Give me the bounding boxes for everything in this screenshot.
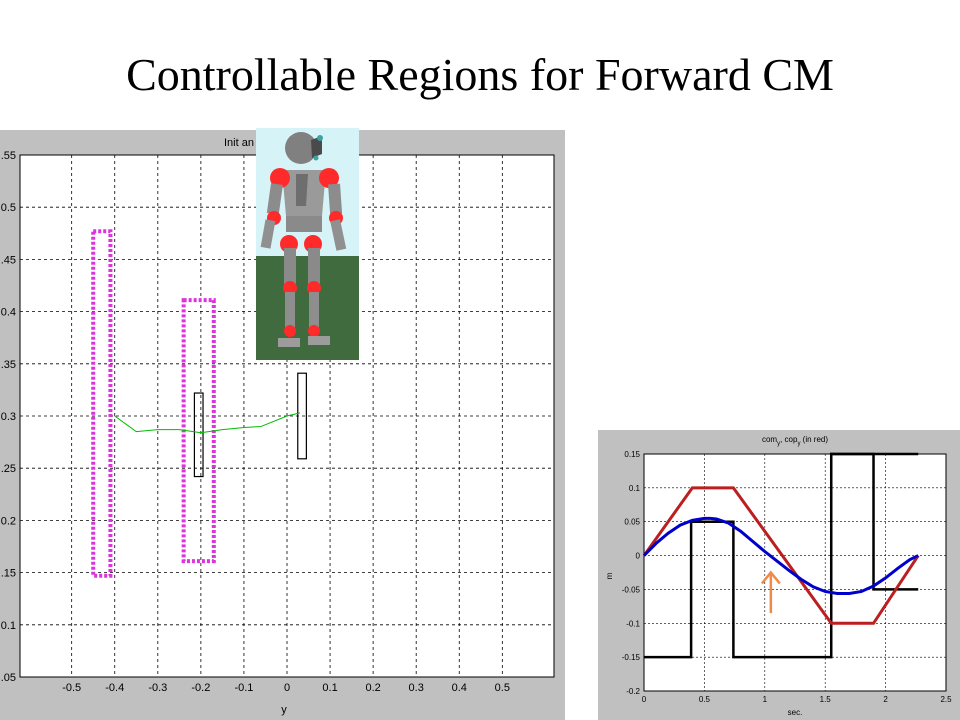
y-tick-label: -0.15 (622, 653, 641, 662)
com-cop-plot: 0 0.5 1 1.5 2 2.5 -0.2 -0.15 -0.1 -0.05 0 0.05 0.1 0.… (598, 430, 960, 720)
x-tick-label: 0 (284, 682, 290, 694)
x-axis-label: y (281, 704, 287, 716)
y-tick-label: 0.2 (1, 515, 16, 527)
support-bound-line (644, 452, 919, 659)
tick-labels: 0 0.5 1 1.5 2 2.5 -0.2 -0.15 -0.1 -0.05 0 0.05 0.1 0.… (622, 450, 952, 704)
y-tick-label: 0 (636, 552, 641, 561)
y-tick-label: 0.05 (624, 518, 640, 527)
x-tick-label: 0.1 (322, 682, 337, 694)
y-tick-label: -0.2 (626, 687, 640, 696)
robot-hips (286, 216, 322, 232)
robot-head (285, 132, 317, 164)
grid-lines (644, 454, 946, 691)
y-tick-label: 0.1 (1, 620, 16, 632)
foot-rectangle (193, 392, 204, 478)
robot-foot (278, 338, 300, 347)
chart-title: comy, copy (in red) (762, 435, 828, 447)
y-tick-label: 0.5 (1, 202, 16, 214)
robot-joint (319, 168, 339, 188)
x-tick-label: 1 (763, 695, 768, 704)
controllable-region (91, 229, 113, 578)
y-tick-label: .25 (1, 463, 16, 475)
x-tick-label: 0.3 (409, 682, 424, 694)
y-tick-label: -0.05 (622, 585, 641, 594)
chart-marks (91, 229, 307, 578)
support-bound-line (829, 452, 919, 590)
x-tick-label: 1.5 (820, 695, 832, 704)
y-tick-label: 0.1 (629, 484, 641, 493)
tick-labels: -0.5 -0.4 -0.3 -0.2 -0.1 0 0.1 0.2 0.3 0.4 0.5 .05 0… (1, 150, 510, 694)
y-tick-label: .55 (1, 150, 16, 162)
x-tick-label: -0.3 (148, 682, 167, 694)
cop-line (642, 486, 920, 625)
x-tick-label: 2.5 (940, 695, 952, 704)
cm-trajectory-line (114, 412, 301, 434)
y-tick-label: .35 (1, 359, 16, 371)
y-tick-label: .15 (1, 568, 16, 580)
x-tick-label: 2 (883, 695, 888, 704)
y-tick-label: .05 (1, 672, 16, 684)
up-arrow-icon-head (760, 570, 781, 585)
x-tick-label: -0.1 (234, 682, 253, 694)
x-tick-label: -0.5 (62, 682, 81, 694)
robot-foot (308, 336, 330, 345)
y-axis-label: m (605, 572, 614, 579)
y-tick-label: 0.15 (624, 450, 640, 459)
y-tick-label: .45 (1, 254, 16, 266)
robot-joint (270, 168, 290, 188)
robot-ground (256, 256, 359, 360)
x-tick-label: -0.2 (191, 682, 210, 694)
robot-visor (311, 136, 322, 158)
x-tick-label: 0 (642, 695, 647, 704)
x-tick-label: 0.2 (365, 682, 380, 694)
y-tick-label: 0.4 (1, 307, 16, 319)
slide-title: Controllable Regions for Forward CM (126, 49, 834, 100)
y-tick-label: -0.1 (626, 619, 640, 628)
humanoid-robot-render (256, 128, 359, 360)
x-tick-label: 0.5 (495, 682, 510, 694)
x-tick-label: -0.4 (105, 682, 124, 694)
chart-title: Init an (224, 137, 254, 149)
x-axis-label: sec. (788, 708, 803, 717)
foot-rectangle (297, 372, 307, 460)
com-line (642, 516, 919, 595)
x-tick-label: 0.5 (699, 695, 711, 704)
x-tick-label: 0.4 (452, 682, 467, 694)
y-tick-label: 0.3 (1, 411, 16, 423)
chart-marks (642, 452, 920, 659)
